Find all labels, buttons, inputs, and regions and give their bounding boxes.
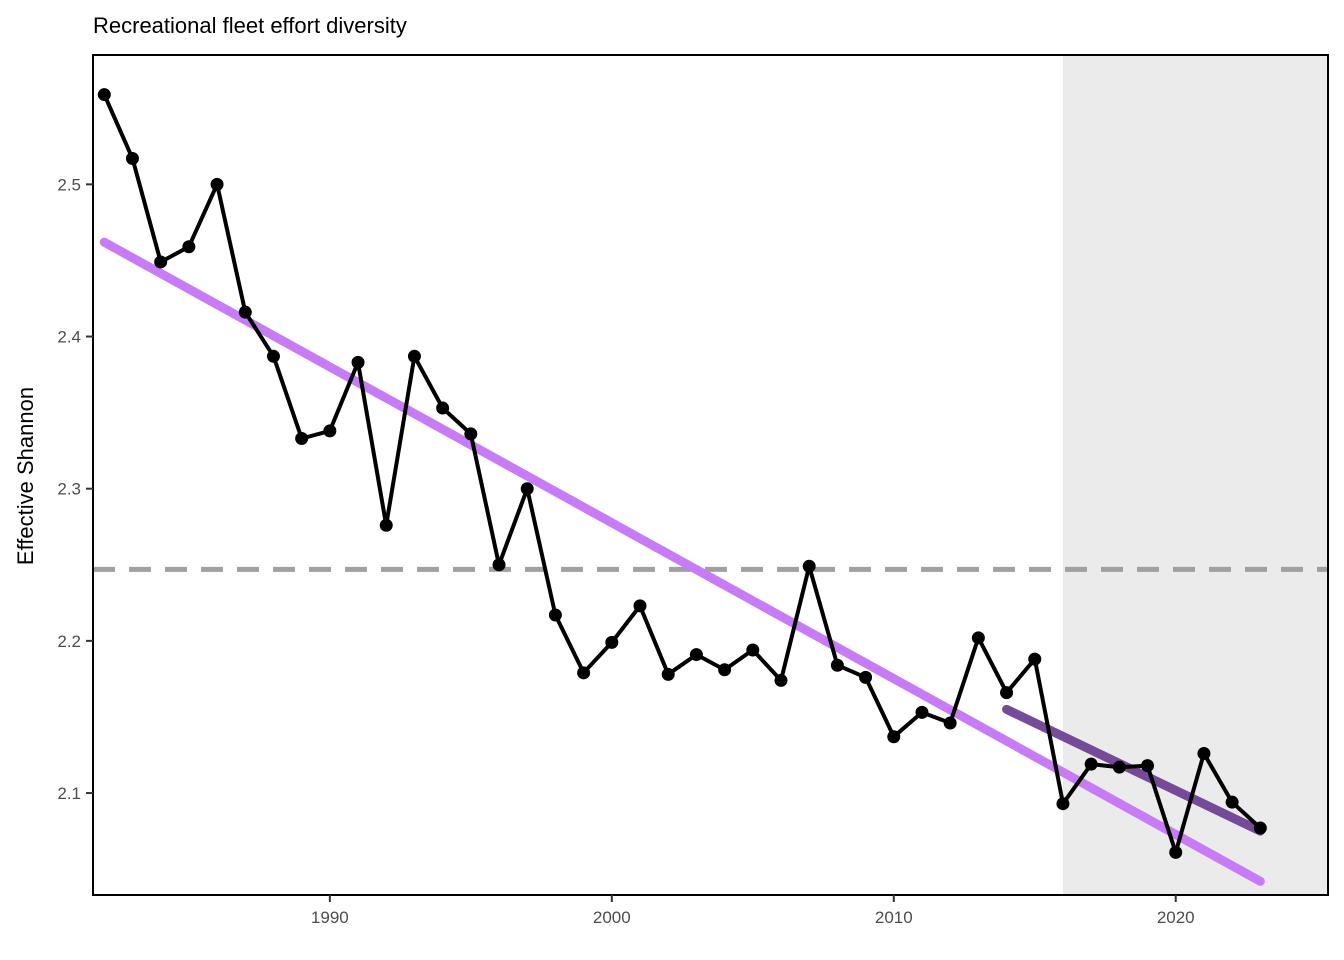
y-axis-title: Effective Shannon bbox=[13, 387, 38, 565]
x-tick-label: 2000 bbox=[593, 908, 631, 927]
plot-border bbox=[92, 54, 1329, 896]
data-point bbox=[859, 670, 873, 684]
data-point bbox=[689, 648, 703, 662]
y-axis: 2.1 2.2 2.3 2.4 2.5 bbox=[57, 175, 93, 803]
data-point bbox=[971, 631, 985, 645]
data-point bbox=[746, 643, 760, 657]
y-tick-label: 2.5 bbox=[57, 175, 81, 194]
data-point bbox=[210, 177, 224, 191]
data-point bbox=[1112, 760, 1126, 774]
data-point bbox=[802, 559, 816, 573]
data-point bbox=[605, 635, 619, 649]
data-point bbox=[125, 151, 139, 165]
data-point bbox=[1253, 821, 1267, 835]
x-tick-label: 2010 bbox=[875, 908, 913, 927]
data-point bbox=[1028, 652, 1042, 666]
data-point bbox=[238, 305, 252, 319]
y-tick-label: 2.4 bbox=[57, 328, 81, 347]
x-axis: 1990 2000 2010 2020 bbox=[311, 895, 1195, 927]
data-point bbox=[661, 667, 675, 681]
data-point bbox=[351, 355, 365, 369]
data-point bbox=[1197, 746, 1211, 760]
data-point bbox=[379, 518, 393, 532]
y-tick-label: 2.2 bbox=[57, 632, 81, 651]
y-tick-label: 2.1 bbox=[57, 784, 81, 803]
data-point bbox=[464, 427, 478, 441]
x-tick-label: 1990 bbox=[311, 908, 349, 927]
data-point bbox=[1056, 797, 1070, 811]
data-point bbox=[1141, 759, 1155, 773]
shaded-region bbox=[1062, 55, 1328, 895]
data-point bbox=[548, 608, 562, 622]
data-point bbox=[1000, 686, 1014, 700]
data-point bbox=[520, 482, 534, 496]
data-point bbox=[577, 666, 591, 680]
data-point bbox=[1169, 845, 1183, 859]
data-point bbox=[633, 599, 647, 613]
data-point bbox=[1225, 795, 1239, 809]
data-point bbox=[182, 240, 196, 254]
data-point bbox=[154, 255, 168, 269]
data-point bbox=[492, 558, 506, 572]
y-tick-label: 2.3 bbox=[57, 480, 81, 499]
data-point bbox=[323, 424, 337, 438]
data-point bbox=[295, 431, 309, 445]
data-point bbox=[887, 730, 901, 744]
x-tick-label: 2020 bbox=[1157, 908, 1195, 927]
data-point bbox=[830, 658, 844, 672]
data-point bbox=[407, 349, 421, 363]
data-point bbox=[436, 401, 450, 415]
data-point bbox=[266, 349, 280, 363]
data-point bbox=[718, 663, 732, 677]
data-point bbox=[943, 716, 957, 730]
data-point bbox=[774, 673, 788, 687]
data-point bbox=[1084, 757, 1098, 771]
trend-line-overall bbox=[99, 237, 1265, 886]
data-point bbox=[97, 88, 111, 102]
series-line bbox=[102, 93, 1262, 855]
plot-area bbox=[92, 54, 1329, 896]
data-point bbox=[915, 705, 929, 719]
chart-title: Recreational fleet effort diversity bbox=[93, 13, 407, 38]
